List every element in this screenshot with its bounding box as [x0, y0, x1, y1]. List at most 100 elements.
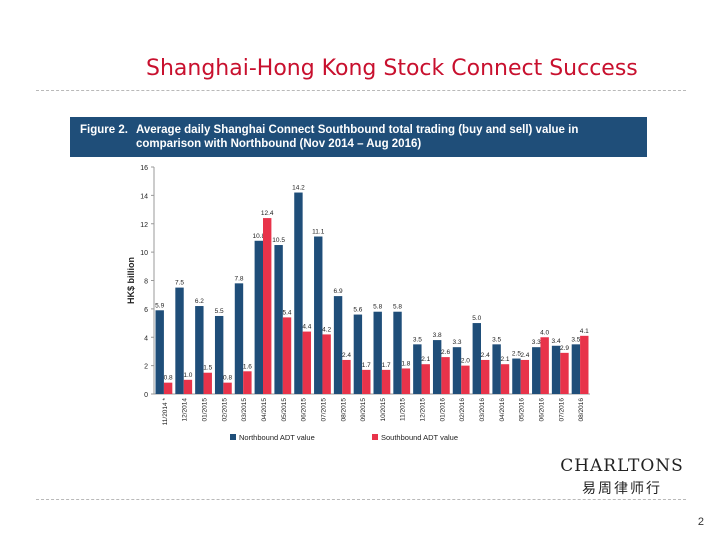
y-tick-label: 8	[144, 279, 148, 286]
northbound-bar	[175, 287, 184, 394]
southbound-bar	[263, 218, 272, 394]
y-tick-label: 12	[140, 222, 148, 229]
northbound-value-label: 5.5	[215, 308, 224, 315]
northbound-value-label: 6.9	[334, 288, 343, 295]
y-tick-label: 16	[140, 165, 148, 172]
northbound-bar	[452, 347, 462, 394]
x-tick-label: 04/2015	[261, 398, 268, 422]
southbound-bar	[223, 382, 232, 394]
figure-header: Figure 2. Average daily Shanghai Connect…	[70, 117, 647, 157]
northbound-bar	[155, 310, 164, 394]
northbound-bar	[314, 236, 323, 394]
northbound-bar	[214, 315, 224, 394]
x-tick-label: 05/2016	[519, 398, 526, 422]
southbound-value-label: 2.4	[481, 352, 490, 359]
charltons-logo: CHARLTONS 易周律师行	[560, 456, 684, 498]
northbound-value-label: 11.1	[312, 229, 325, 236]
southbound-bar	[342, 359, 351, 394]
figure-number: Figure 2.	[80, 124, 128, 136]
x-tick-label: 01/2015	[202, 398, 209, 422]
northbound-bar	[373, 311, 382, 394]
y-tick-label: 14	[140, 193, 148, 200]
southbound-value-label: 0.8	[164, 375, 173, 382]
northbound-bar	[512, 358, 521, 394]
northbound-bar	[195, 306, 204, 394]
x-tick-label: 02/2016	[459, 398, 466, 422]
northbound-value-label: 5.8	[393, 304, 402, 311]
northbound-bar	[234, 283, 244, 394]
y-tick-label: 10	[140, 250, 148, 257]
x-tick-label: 06/2015	[301, 398, 308, 422]
northbound-bar	[432, 340, 442, 394]
northbound-value-label: 3.5	[492, 336, 501, 343]
southbound-bar	[322, 334, 331, 394]
southbound-value-label: 12.4	[261, 210, 274, 217]
northbound-value-label: 3.3	[452, 339, 461, 346]
northbound-bar	[492, 344, 501, 394]
legend-southbound-swatch	[372, 434, 378, 440]
southbound-bar	[203, 372, 212, 394]
legend-southbound-label: Southbound ADT value	[381, 433, 458, 442]
y-tick-label: 2	[144, 364, 148, 371]
northbound-value-label: 7.8	[234, 275, 243, 282]
southbound-value-label: 5.4	[282, 309, 291, 316]
x-tick-label: 06/2016	[538, 398, 545, 422]
figure-caption: Average daily Shanghai Connect Southboun…	[136, 124, 579, 150]
southbound-bar	[362, 369, 371, 394]
northbound-bar	[571, 344, 581, 394]
southbound-bar	[540, 337, 549, 394]
northbound-value-label: 3.4	[552, 338, 561, 345]
southbound-bar	[243, 371, 252, 394]
southbound-value-label: 4.1	[580, 328, 589, 335]
northbound-bar	[413, 344, 422, 394]
bar-chart: 0 2 4 6 8 10 12 14 16 HK$ billion 5.9 0.8 11/2014 * 7…	[126, 165, 590, 442]
southbound-bar	[461, 365, 470, 394]
southbound-bar	[381, 369, 391, 394]
x-tick-label: 08/2015	[340, 398, 347, 422]
southbound-value-label: 4.2	[322, 326, 331, 333]
northbound-bar	[551, 345, 561, 394]
northbound-bar	[393, 311, 402, 394]
x-tick-label: 12/2014	[182, 398, 189, 422]
logo-chinese: 易周律师行	[582, 481, 662, 497]
x-tick-label: 10/2015	[380, 398, 387, 422]
northbound-value-label: 7.5	[175, 280, 184, 287]
northbound-value-label: 14.2	[292, 185, 305, 192]
x-tick-label: 11/2014 *	[162, 398, 169, 426]
x-tick-label: 05/2015	[281, 398, 288, 422]
southbound-bar	[401, 368, 411, 394]
northbound-value-label: 10.8	[252, 233, 265, 240]
northbound-value-label: 5.6	[353, 307, 362, 314]
y-tick-label: 6	[144, 307, 148, 314]
southbound-value-label: 2.1	[500, 356, 509, 363]
northbound-bar	[333, 296, 343, 394]
southbound-value-label: 4.4	[302, 324, 311, 331]
southbound-value-label: 2.1	[421, 356, 430, 363]
southbound-value-label: 2.6	[441, 349, 450, 356]
northbound-value-label: 5.0	[472, 315, 481, 322]
x-tick-label: 11/2015	[400, 398, 407, 421]
y-tick-label: 0	[144, 392, 148, 399]
northbound-value-label: 5.8	[373, 304, 382, 311]
southbound-bar	[520, 359, 530, 394]
southbound-bar	[441, 357, 450, 394]
southbound-value-label: 1.0	[183, 372, 192, 379]
x-tick-label: 08/2016	[578, 398, 585, 422]
southbound-value-label: 1.7	[382, 362, 391, 369]
southbound-value-label: 2.0	[461, 358, 470, 365]
northbound-bar	[294, 192, 303, 394]
southbound-value-label: 2.4	[342, 352, 351, 359]
southbound-value-label: 1.5	[203, 365, 212, 372]
southbound-value-label: 0.8	[223, 375, 232, 382]
southbound-bar	[481, 359, 490, 394]
y-axis-label: HK$ billion	[126, 257, 136, 304]
northbound-value-label: 5.9	[155, 302, 164, 309]
x-tick-label: 07/2016	[558, 398, 565, 422]
bottom-divider	[36, 499, 686, 500]
legend-northbound-swatch	[230, 434, 236, 440]
x-tick-label: 02/2015	[221, 398, 228, 422]
southbound-bar	[580, 335, 589, 394]
northbound-bar	[254, 240, 263, 394]
southbound-bar	[282, 317, 292, 394]
x-tick-label: 07/2015	[320, 398, 327, 422]
